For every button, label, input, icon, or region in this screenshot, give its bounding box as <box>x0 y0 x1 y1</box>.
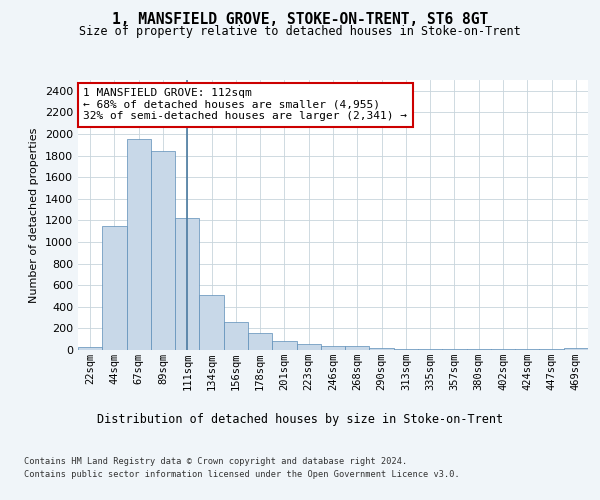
Text: Contains public sector information licensed under the Open Government Licence v3: Contains public sector information licen… <box>24 470 460 479</box>
Bar <box>102 226 127 350</box>
Text: Contains HM Land Registry data © Crown copyright and database right 2024.: Contains HM Land Registry data © Crown c… <box>24 458 407 466</box>
Bar <box>345 346 370 350</box>
Bar <box>175 218 199 350</box>
Y-axis label: Number of detached properties: Number of detached properties <box>29 128 40 302</box>
Bar <box>151 152 175 350</box>
Bar <box>78 348 102 350</box>
Bar <box>224 322 248 350</box>
Bar <box>248 334 272 350</box>
Bar <box>370 348 394 350</box>
Bar <box>127 140 151 350</box>
Text: Size of property relative to detached houses in Stoke-on-Trent: Size of property relative to detached ho… <box>79 25 521 38</box>
Bar <box>199 295 224 350</box>
Bar <box>296 344 321 350</box>
Bar <box>321 346 345 350</box>
Bar <box>272 342 296 350</box>
Text: 1 MANSFIELD GROVE: 112sqm
← 68% of detached houses are smaller (4,955)
32% of se: 1 MANSFIELD GROVE: 112sqm ← 68% of detac… <box>83 88 407 122</box>
Text: Distribution of detached houses by size in Stoke-on-Trent: Distribution of detached houses by size … <box>97 412 503 426</box>
Text: 1, MANSFIELD GROVE, STOKE-ON-TRENT, ST6 8GT: 1, MANSFIELD GROVE, STOKE-ON-TRENT, ST6 … <box>112 12 488 28</box>
Bar <box>564 348 588 350</box>
